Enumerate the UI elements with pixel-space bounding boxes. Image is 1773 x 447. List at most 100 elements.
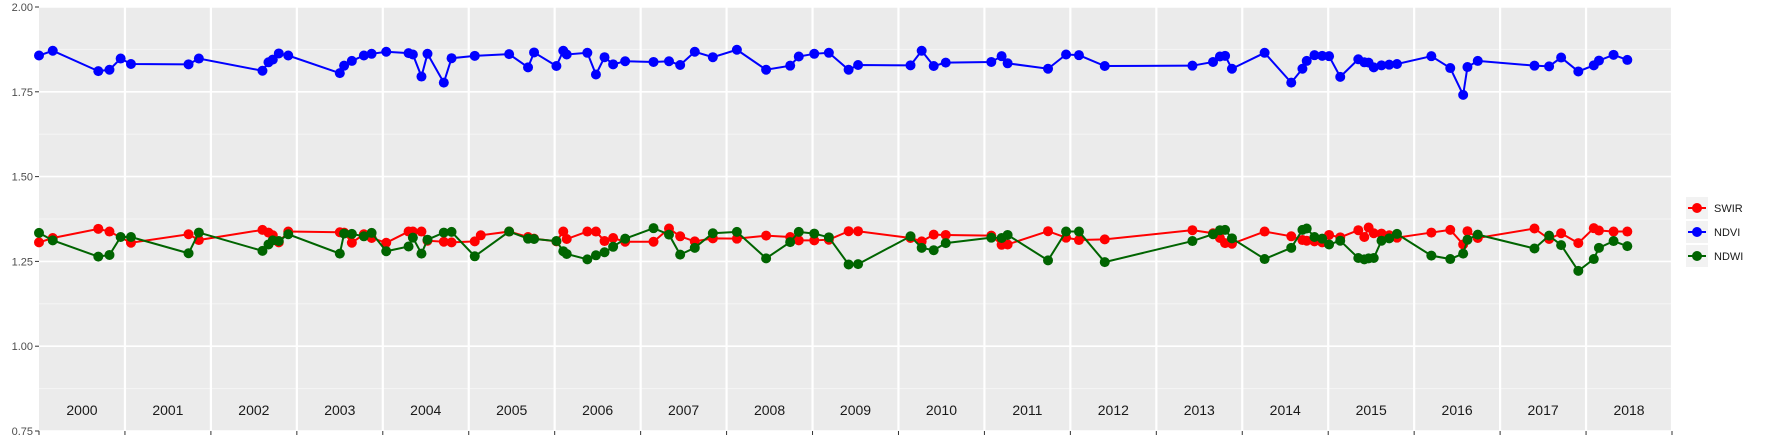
- data-point: [504, 226, 515, 237]
- data-point: [1462, 234, 1473, 245]
- data-point: [853, 60, 864, 70]
- data-point: [47, 45, 58, 56]
- data-point: [1301, 223, 1312, 234]
- data-point: [529, 47, 540, 58]
- data-point: [1226, 63, 1237, 74]
- year-label: 2002: [238, 402, 269, 418]
- data-point: [257, 65, 268, 76]
- data-point: [620, 233, 631, 244]
- data-point: [407, 232, 418, 243]
- data-point: [381, 246, 392, 257]
- year-label: 2008: [754, 402, 785, 418]
- data-point: [446, 237, 457, 248]
- data-point: [1043, 255, 1054, 266]
- data-point: [853, 226, 864, 237]
- data-point: [416, 71, 427, 82]
- data-point: [183, 229, 194, 240]
- data-point: [125, 58, 136, 69]
- data-point: [761, 230, 772, 241]
- legend-key-point: [1692, 203, 1702, 213]
- data-point: [438, 227, 449, 238]
- data-point: [608, 241, 619, 252]
- data-point: [1458, 89, 1469, 100]
- data-point: [1309, 50, 1320, 61]
- year-labels: 2000 2001 2002 2003 2004 2005 2006 2007 2008 2009…: [66, 402, 1644, 418]
- data-point: [1544, 61, 1555, 72]
- data-point: [731, 226, 742, 237]
- data-point: [1259, 254, 1270, 265]
- data-point: [346, 55, 357, 66]
- data-point: [529, 234, 540, 245]
- year-label: 2011: [1012, 402, 1042, 418]
- data-point: [334, 68, 345, 79]
- data-point: [940, 229, 951, 240]
- year-label: 2017: [1528, 402, 1559, 418]
- year-label: 2003: [324, 402, 355, 418]
- data-point: [663, 56, 674, 67]
- data-point: [1376, 235, 1387, 246]
- data-point: [1073, 50, 1084, 61]
- data-point: [1043, 226, 1054, 237]
- year-label: 2007: [668, 402, 699, 418]
- data-point: [582, 226, 593, 237]
- data-point: [648, 223, 659, 234]
- data-point: [1593, 242, 1604, 253]
- year-label: 2001: [152, 402, 183, 418]
- data-point: [183, 59, 194, 70]
- data-point: [1061, 226, 1072, 237]
- data-point: [648, 236, 659, 247]
- data-point: [1002, 58, 1013, 69]
- data-point: [1301, 55, 1312, 66]
- year-label: 2016: [1442, 402, 1473, 418]
- data-point: [1324, 239, 1335, 250]
- data-point: [1187, 225, 1198, 236]
- data-point: [1573, 66, 1584, 77]
- data-point: [1297, 63, 1308, 74]
- y-tick-label: 1.00: [12, 341, 33, 353]
- data-point: [648, 56, 659, 67]
- data-point: [582, 47, 593, 58]
- data-point: [551, 236, 562, 247]
- data-point: [599, 52, 610, 63]
- data-point: [1608, 49, 1619, 60]
- data-point: [1426, 250, 1437, 261]
- legend-label-ndwi: NDWI: [1714, 251, 1743, 263]
- year-label: 2010: [926, 402, 957, 418]
- data-point: [416, 226, 427, 237]
- data-point: [1073, 235, 1084, 246]
- data-point: [916, 45, 927, 56]
- data-point: [1622, 241, 1633, 252]
- data-point: [273, 236, 284, 247]
- data-point: [1259, 226, 1270, 237]
- data-point: [366, 48, 377, 59]
- data-point: [675, 60, 686, 70]
- data-point: [125, 231, 136, 242]
- data-point: [675, 231, 686, 242]
- data-point: [183, 248, 194, 259]
- data-point: [1187, 236, 1198, 247]
- data-point: [1445, 63, 1456, 74]
- data-point: [809, 48, 820, 59]
- data-point: [1472, 229, 1483, 240]
- year-label: 2012: [1098, 402, 1129, 418]
- data-point: [1099, 61, 1110, 72]
- data-point: [1099, 257, 1110, 268]
- data-point: [1556, 52, 1567, 63]
- data-point: [785, 237, 796, 248]
- data-point: [1286, 77, 1297, 88]
- data-point: [1472, 55, 1483, 66]
- data-point: [416, 248, 427, 259]
- data-point: [1384, 59, 1395, 70]
- data-point: [590, 226, 601, 237]
- data-point: [1353, 225, 1364, 236]
- data-point: [1259, 47, 1270, 58]
- data-point: [1368, 228, 1379, 239]
- data-point: [1061, 49, 1072, 60]
- year-label: 2006: [582, 402, 613, 418]
- legend-label-ndvi: NDVI: [1714, 227, 1740, 239]
- data-point: [1622, 54, 1633, 65]
- year-label: 2004: [410, 402, 441, 418]
- data-point: [996, 51, 1007, 62]
- data-point: [469, 251, 480, 262]
